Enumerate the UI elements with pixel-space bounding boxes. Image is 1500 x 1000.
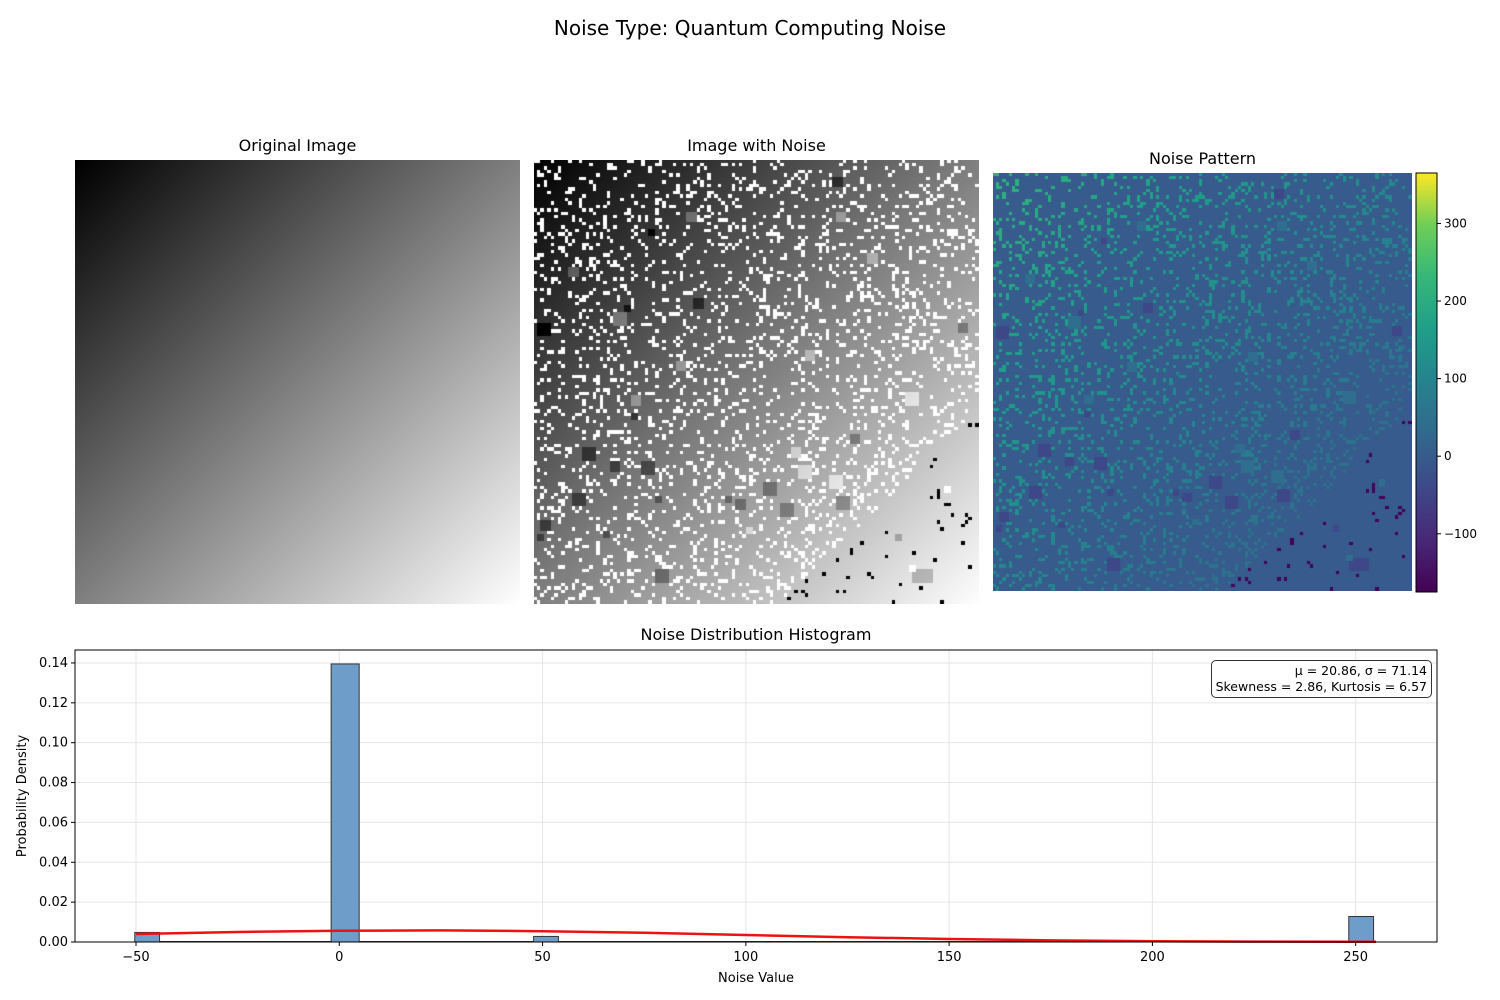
histogram-bar <box>1348 915 1375 943</box>
noisy-image-title: Image with Noise <box>687 136 826 155</box>
y-axis-label: Probability Density <box>15 735 30 858</box>
x-tick-label: −50 <box>122 950 149 965</box>
stats-line-skew-kurt: Skewness = 2.86, Kurtosis = 6.57 <box>1215 679 1427 694</box>
y-tick-label: 0.14 <box>39 656 68 671</box>
noisy-image <box>534 160 979 604</box>
histogram-bar <box>533 935 559 943</box>
histogram-chart: −50 0 50 100 150 200 250 0.00 0.02 0.04 0.06 0.08 0.… <box>15 649 1438 986</box>
density-curve <box>135 929 1376 944</box>
colorbar-tick-label: 200 <box>1444 294 1467 308</box>
original-image-title: Original Image <box>238 136 357 155</box>
x-tick-label: 0 <box>335 950 343 965</box>
stats-line-mean-std: μ = 20.86, σ = 71.14 <box>1294 663 1427 678</box>
x-axis-label: Noise Value <box>718 971 794 986</box>
y-tick-label: 0.10 <box>39 736 68 751</box>
x-tick-label: 100 <box>733 950 758 965</box>
y-tick-label: 0.12 <box>39 696 68 711</box>
colorbar: −100 0 100 200 300 <box>1415 172 1477 593</box>
y-tick-label: 0.04 <box>39 855 68 870</box>
y-tick-label: 0.00 <box>39 935 68 950</box>
y-tick-label: 0.02 <box>39 895 68 910</box>
histogram-title: Noise Distribution Histogram <box>640 625 872 644</box>
x-tick-label: 50 <box>534 950 551 965</box>
figure-title: Noise Type: Quantum Computing Noise <box>553 16 947 40</box>
noise-pattern-image <box>993 173 1412 591</box>
colorbar-tick-label: 0 <box>1444 449 1452 463</box>
noise-pattern-title: Noise Pattern <box>1148 149 1257 168</box>
colorbar-tick-label: 300 <box>1444 216 1467 230</box>
x-tick-label: 200 <box>1140 950 1165 965</box>
colorbar-tick-label: −100 <box>1444 527 1477 541</box>
histogram-axes-frame <box>74 649 1438 943</box>
y-tick-label: 0.06 <box>39 815 68 830</box>
original-image <box>75 160 520 604</box>
x-tick-label: 250 <box>1343 950 1368 965</box>
x-tick-label: 150 <box>937 950 962 965</box>
histogram-bar <box>330 663 360 943</box>
colorbar-gradient <box>1415 172 1438 593</box>
y-tick-label: 0.08 <box>39 776 68 791</box>
colorbar-tick-label: 100 <box>1444 372 1467 386</box>
stats-box: μ = 20.86, σ = 71.14 Skewness = 2.86, Ku… <box>1210 660 1432 698</box>
